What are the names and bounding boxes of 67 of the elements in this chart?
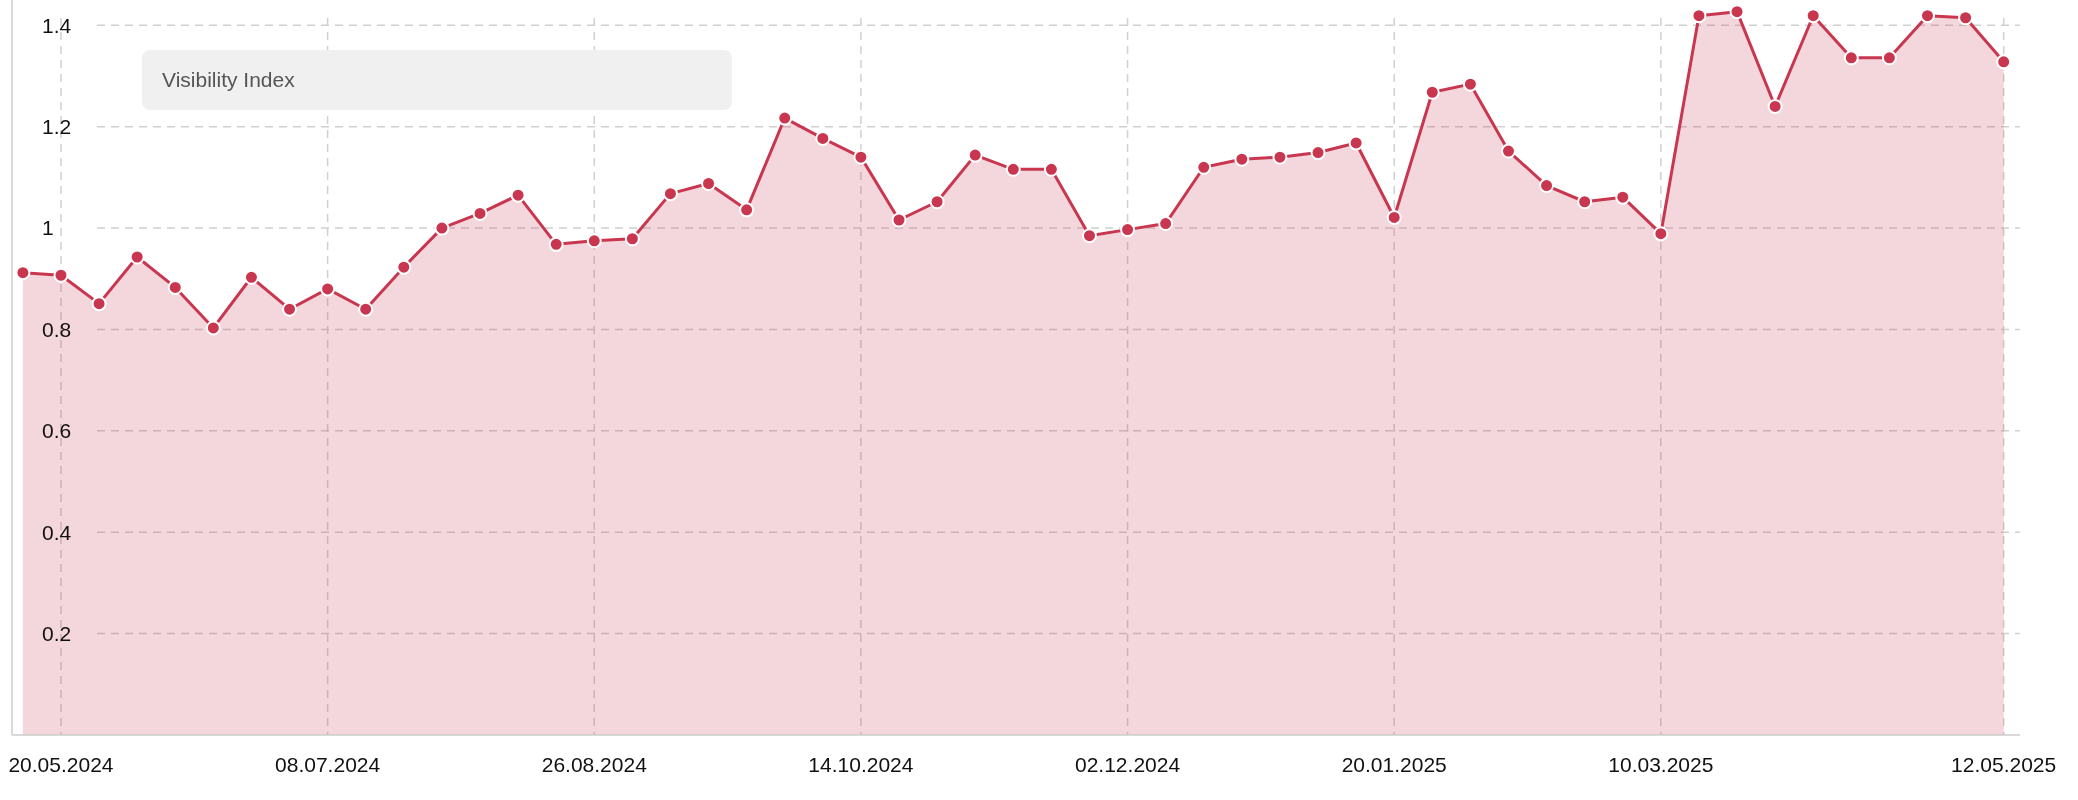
x-tick-label: 12.05.2025: [1951, 753, 2057, 776]
x-tick-label: 26.08.2024: [541, 753, 648, 776]
point: [1005, 161, 1021, 177]
point: [53, 267, 69, 283]
point: [1996, 54, 2012, 70]
point: [1958, 10, 1974, 26]
legend-box: Visibility Index: [142, 50, 732, 110]
point: [434, 220, 450, 236]
point: [1462, 76, 1478, 92]
point: [1653, 226, 1669, 242]
point: [1348, 135, 1364, 151]
point: [282, 301, 298, 317]
point: [739, 202, 755, 218]
point: [1196, 159, 1212, 175]
point: [624, 231, 640, 247]
point: [853, 149, 869, 165]
point: [1691, 8, 1707, 24]
point: [586, 233, 602, 249]
y-tick-label: 0.6: [42, 419, 72, 443]
point: [1919, 8, 1935, 24]
point: [15, 265, 31, 281]
point: [1081, 228, 1097, 244]
point: [1577, 194, 1593, 210]
point: [701, 176, 717, 191]
point: [1043, 161, 1059, 177]
y-tick-label: 1.4: [42, 13, 72, 37]
point: [1767, 98, 1783, 114]
x-tick-label: 14.10.2024: [808, 753, 914, 776]
point: [129, 249, 145, 265]
point: [548, 236, 564, 252]
y-tick-label: 0.4: [42, 520, 72, 544]
point: [167, 279, 183, 295]
point: [358, 301, 374, 317]
x-tick-label: 02.12.2024: [1075, 753, 1181, 776]
point: [891, 212, 907, 228]
point: [1158, 216, 1174, 232]
x-tick-label: 08.07.2024: [275, 753, 381, 776]
point: [929, 194, 945, 210]
y-tick-label: 1.2: [42, 115, 72, 139]
point: [967, 147, 983, 163]
x-tick-label: 20.05.2024: [8, 753, 114, 776]
point: [1729, 4, 1745, 20]
point: [1272, 149, 1288, 165]
x-tick-label: 10.03.2025: [1608, 753, 1714, 776]
point: [1881, 50, 1897, 66]
point: [91, 296, 107, 312]
point: [205, 320, 221, 336]
point: [1615, 189, 1631, 205]
point: [1539, 178, 1555, 194]
point: [320, 281, 336, 297]
point: [662, 186, 678, 202]
legend-title: Visibility Index: [162, 68, 296, 91]
point: [1310, 145, 1326, 161]
x-tick-label: 20.01.2025: [1341, 753, 1447, 776]
point: [396, 259, 412, 275]
y-tick-label: 0.8: [42, 317, 72, 341]
point: [1120, 222, 1136, 238]
point: [1500, 143, 1516, 159]
point: [510, 187, 526, 203]
point: [1424, 84, 1440, 100]
point: [1234, 151, 1250, 167]
point: [777, 110, 793, 126]
point: [1843, 50, 1859, 66]
point: [1805, 8, 1821, 24]
y-tick-label: 0.2: [42, 621, 72, 645]
y-tick-label: 1: [42, 216, 54, 240]
point: [1386, 209, 1402, 225]
